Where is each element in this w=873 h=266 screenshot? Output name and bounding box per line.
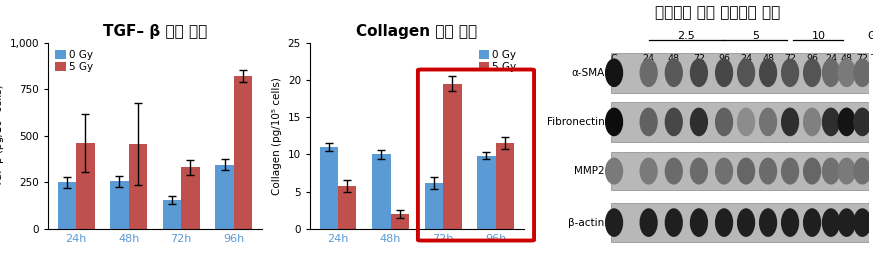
Bar bbox=[234, 76, 252, 229]
Ellipse shape bbox=[759, 158, 777, 185]
Legend: 0 Gy, 5 Gy: 0 Gy, 5 Gy bbox=[53, 48, 95, 74]
Bar bbox=[443, 84, 462, 229]
Text: 24: 24 bbox=[643, 54, 655, 63]
Bar bbox=[338, 186, 356, 229]
Ellipse shape bbox=[664, 158, 683, 185]
Ellipse shape bbox=[690, 208, 708, 237]
Ellipse shape bbox=[690, 108, 708, 136]
Bar bbox=[163, 200, 182, 229]
Text: C: C bbox=[611, 54, 617, 63]
Text: α-SMA: α-SMA bbox=[572, 68, 605, 78]
Bar bbox=[611, 152, 873, 190]
Ellipse shape bbox=[605, 158, 623, 185]
Ellipse shape bbox=[664, 208, 683, 237]
Text: 5: 5 bbox=[752, 31, 759, 41]
Ellipse shape bbox=[737, 108, 755, 136]
Bar bbox=[76, 143, 94, 229]
Ellipse shape bbox=[781, 158, 799, 185]
Bar bbox=[110, 181, 128, 229]
Bar bbox=[320, 147, 338, 229]
Text: 72: 72 bbox=[784, 54, 796, 63]
Text: 2.5: 2.5 bbox=[677, 31, 695, 41]
Bar bbox=[390, 214, 409, 229]
Bar bbox=[611, 203, 873, 243]
Bar bbox=[425, 182, 443, 229]
Bar bbox=[611, 53, 873, 93]
Ellipse shape bbox=[821, 108, 840, 136]
Ellipse shape bbox=[803, 59, 821, 87]
Ellipse shape bbox=[853, 108, 871, 136]
Ellipse shape bbox=[781, 59, 799, 87]
Text: Fibronectin: Fibronectin bbox=[546, 117, 605, 127]
Text: 24: 24 bbox=[825, 54, 837, 63]
Ellipse shape bbox=[781, 108, 799, 136]
Text: Gy: Gy bbox=[867, 31, 873, 41]
Text: 48: 48 bbox=[841, 54, 853, 63]
Text: 48: 48 bbox=[762, 54, 774, 63]
Bar bbox=[611, 102, 873, 142]
Ellipse shape bbox=[821, 208, 840, 237]
Bar bbox=[128, 144, 147, 229]
Y-axis label: Collagen (pg/10⁵ cells): Collagen (pg/10⁵ cells) bbox=[272, 77, 282, 195]
Ellipse shape bbox=[821, 59, 840, 87]
Bar bbox=[478, 156, 496, 229]
Ellipse shape bbox=[759, 108, 777, 136]
Ellipse shape bbox=[821, 158, 840, 185]
Text: 96: 96 bbox=[718, 54, 730, 63]
Ellipse shape bbox=[837, 158, 856, 185]
Ellipse shape bbox=[715, 208, 733, 237]
Bar bbox=[182, 167, 200, 229]
Ellipse shape bbox=[837, 59, 856, 87]
Text: 10: 10 bbox=[811, 31, 825, 41]
Y-axis label: TGF-β (pg/10⁵ cells): TGF-β (pg/10⁵ cells) bbox=[0, 84, 4, 187]
Text: MMP2: MMP2 bbox=[574, 166, 605, 176]
Text: β-actin: β-actin bbox=[568, 218, 605, 228]
Text: 48: 48 bbox=[668, 54, 680, 63]
Ellipse shape bbox=[737, 158, 755, 185]
Ellipse shape bbox=[737, 208, 755, 237]
Ellipse shape bbox=[605, 59, 623, 87]
Bar bbox=[372, 154, 390, 229]
Text: 24: 24 bbox=[740, 54, 752, 63]
Text: 96: 96 bbox=[806, 54, 818, 63]
Ellipse shape bbox=[853, 158, 871, 185]
Ellipse shape bbox=[640, 59, 657, 87]
Title: 폐섬유화 관련 신호인자 증가: 폐섬유화 관련 신호인자 증가 bbox=[655, 5, 780, 20]
Text: Time (hr): Time (hr) bbox=[870, 54, 873, 63]
Ellipse shape bbox=[853, 59, 871, 87]
Ellipse shape bbox=[803, 208, 821, 237]
Ellipse shape bbox=[715, 108, 733, 136]
Ellipse shape bbox=[781, 208, 799, 237]
Ellipse shape bbox=[664, 59, 683, 87]
Ellipse shape bbox=[853, 208, 871, 237]
Ellipse shape bbox=[803, 108, 821, 136]
Ellipse shape bbox=[605, 208, 623, 237]
Bar bbox=[496, 143, 514, 229]
Legend: 0 Gy, 5 Gy: 0 Gy, 5 Gy bbox=[477, 48, 519, 74]
Ellipse shape bbox=[759, 59, 777, 87]
Ellipse shape bbox=[837, 208, 856, 237]
Text: 72: 72 bbox=[693, 54, 705, 63]
Ellipse shape bbox=[690, 59, 708, 87]
Ellipse shape bbox=[605, 108, 623, 136]
Bar bbox=[58, 182, 76, 229]
Title: TGF– β 분비 증가: TGF– β 분비 증가 bbox=[103, 24, 207, 39]
Title: Collagen 합성 증가: Collagen 합성 증가 bbox=[356, 24, 478, 39]
Ellipse shape bbox=[690, 158, 708, 185]
Ellipse shape bbox=[837, 108, 856, 136]
Ellipse shape bbox=[803, 158, 821, 185]
Ellipse shape bbox=[737, 59, 755, 87]
Ellipse shape bbox=[640, 108, 657, 136]
Ellipse shape bbox=[664, 108, 683, 136]
Ellipse shape bbox=[759, 208, 777, 237]
Ellipse shape bbox=[715, 59, 733, 87]
Bar bbox=[216, 164, 234, 229]
Ellipse shape bbox=[715, 158, 733, 185]
Ellipse shape bbox=[640, 208, 657, 237]
Text: 72: 72 bbox=[856, 54, 869, 63]
Ellipse shape bbox=[640, 158, 657, 185]
